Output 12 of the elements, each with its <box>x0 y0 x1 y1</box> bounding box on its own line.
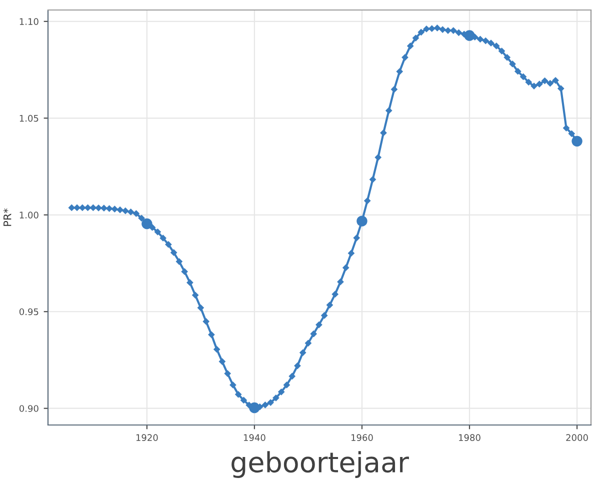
y-tick-label: 1.10 <box>20 18 38 25</box>
y-axis-title: PR* <box>3 208 12 226</box>
y-tick-label: 1.05 <box>20 114 38 122</box>
y-tick-label: 1.00 <box>20 212 38 218</box>
y-tick-label: 0.95 <box>19 308 38 316</box>
x-tick-label: 1960 <box>351 434 373 442</box>
x-tick-label: 1980 <box>459 434 480 442</box>
x-tick-label: 1940 <box>244 434 266 442</box>
x-tick-label: 2000 <box>566 434 588 442</box>
x-axis-title: geboortejaar <box>232 451 409 478</box>
y-tick-label: 0.90 <box>19 405 38 412</box>
x-tick-label: 1920 <box>136 434 158 442</box>
